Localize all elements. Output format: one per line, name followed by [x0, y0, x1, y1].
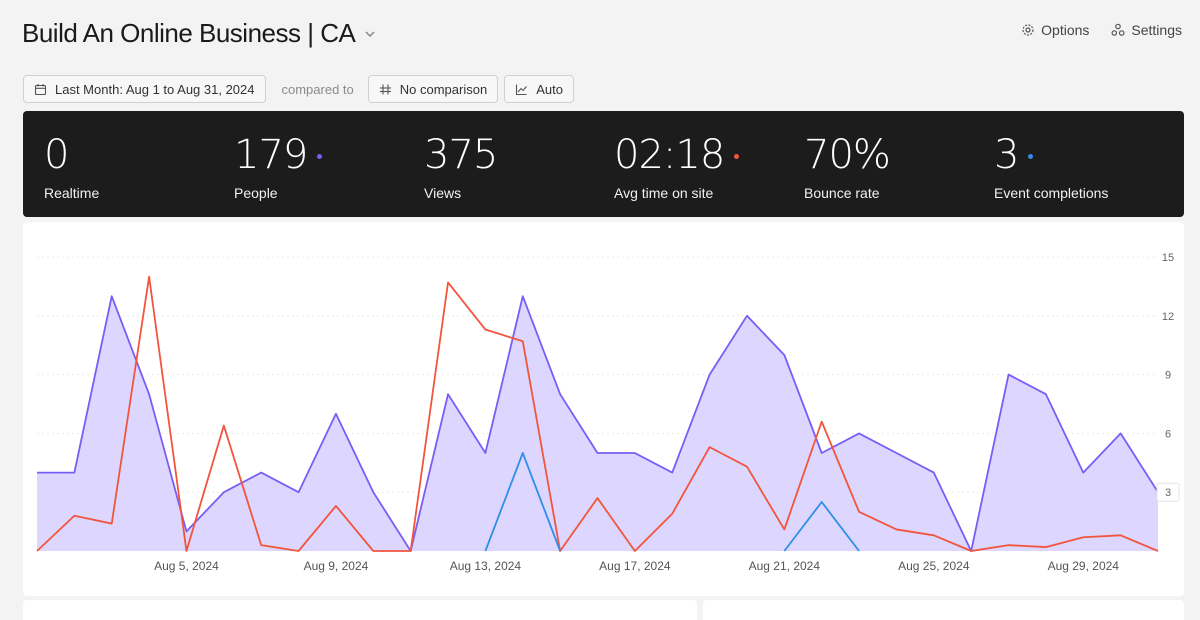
settings-label: Settings [1131, 22, 1182, 38]
compare-arrows-icon [379, 84, 391, 94]
stat-value: 02:18 [614, 132, 725, 178]
stat-value-wrap: 70% [804, 132, 891, 178]
y-tick-label: 9 [1165, 370, 1171, 382]
stat-event-completions[interactable]: 3 Event completions [994, 133, 1108, 201]
site-selector[interactable]: Build An Online Business | CA [22, 18, 377, 49]
comparison-button[interactable]: No comparison [367, 75, 499, 103]
stat-label: Event completions [994, 185, 1109, 201]
stat-label: Avg time on site [614, 185, 714, 201]
stat-value: 70% [804, 132, 891, 178]
x-tick-label: Aug 9, 2024 [304, 559, 369, 573]
stat-value-wrap: 0 [44, 133, 99, 177]
y-tick-label: 6 [1165, 428, 1171, 440]
date-range-button[interactable]: Last Month: Aug 1 to Aug 31, 2024 [23, 75, 266, 103]
settings-button[interactable]: Settings [1111, 22, 1182, 38]
stat-value: 375 [424, 132, 498, 178]
options-label: Options [1041, 22, 1090, 38]
y-tick-label: 15 [1162, 252, 1174, 264]
stat-value: 3 [994, 132, 1019, 178]
line-chart[interactable]: 3 6 9 12 15 Aug 5, 2024 Aug 9, 2024 Aug 13, 202… [23, 222, 1184, 596]
tick-highlight [1156, 482, 1180, 502]
stat-value-wrap: 179 [234, 132, 323, 178]
page-header: Build An Online Business | CA Options Se… [22, 14, 1182, 54]
stat-bounce-rate[interactable]: 70% Bounce rate [804, 132, 891, 201]
date-range-label: Last Month: Aug 1 to Aug 31, 2024 [55, 81, 255, 97]
stat-realtime[interactable]: 0 Realtime [44, 133, 99, 201]
calendar-icon [34, 83, 47, 95]
bottom-panel-right [703, 600, 1184, 620]
interval-label: Auto [536, 81, 563, 97]
stat-label: Realtime [44, 185, 100, 201]
stat-avg-time[interactable]: 02:18 Avg time on site [614, 132, 740, 201]
x-tick-label: Aug 5, 2024 [154, 559, 219, 573]
chevron-down-icon [365, 30, 375, 37]
header-actions: Options Settings [1021, 22, 1182, 38]
stat-people[interactable]: 179 People [234, 132, 323, 201]
series-dot [317, 153, 323, 159]
line-chart-icon [516, 84, 528, 95]
stat-label: People [234, 185, 278, 201]
comparison-label: No comparison [399, 81, 488, 97]
x-tick-label: Aug 13, 2024 [450, 559, 522, 573]
x-tick-label: Aug 17, 2024 [599, 559, 671, 573]
stat-value-wrap: 02:18 [614, 132, 740, 178]
options-button[interactable]: Options [1021, 22, 1089, 38]
stat-value: 0 [44, 132, 69, 178]
stats-panel: 0 Realtime 179 People 375 Views 02:18 Av… [23, 111, 1184, 217]
y-tick-label: 3 [1165, 487, 1171, 499]
compared-to-label: compared to [281, 81, 354, 97]
x-tick-label: Aug 21, 2024 [749, 559, 821, 573]
stat-value-wrap: 3 [994, 133, 1108, 177]
chart-card: 3 6 9 12 15 Aug 5, 2024 Aug 9, 2024 Aug 13, 202… [23, 222, 1184, 596]
stat-value-wrap: 375 [424, 132, 498, 178]
gear-icon [1022, 24, 1034, 36]
page-title: Build An Online Business | CA [22, 18, 356, 48]
bottom-panel-left [23, 600, 697, 620]
nodes-icon [1111, 23, 1125, 36]
filter-bar: Last Month: Aug 1 to Aug 31, 2024 compar… [23, 75, 574, 103]
series-area [37, 296, 1158, 551]
interval-button[interactable]: Auto [504, 75, 574, 103]
stat-views[interactable]: 375 Views [424, 132, 498, 201]
stat-label: Views [424, 185, 462, 201]
x-tick-label: Aug 25, 2024 [898, 559, 970, 573]
stat-value: 179 [234, 132, 308, 178]
series-dot [1028, 153, 1034, 159]
stat-label: Bounce rate [804, 185, 880, 201]
x-tick-label: Aug 29, 2024 [1048, 559, 1120, 573]
y-tick-label: 12 [1162, 311, 1174, 323]
series-dot [734, 153, 740, 159]
